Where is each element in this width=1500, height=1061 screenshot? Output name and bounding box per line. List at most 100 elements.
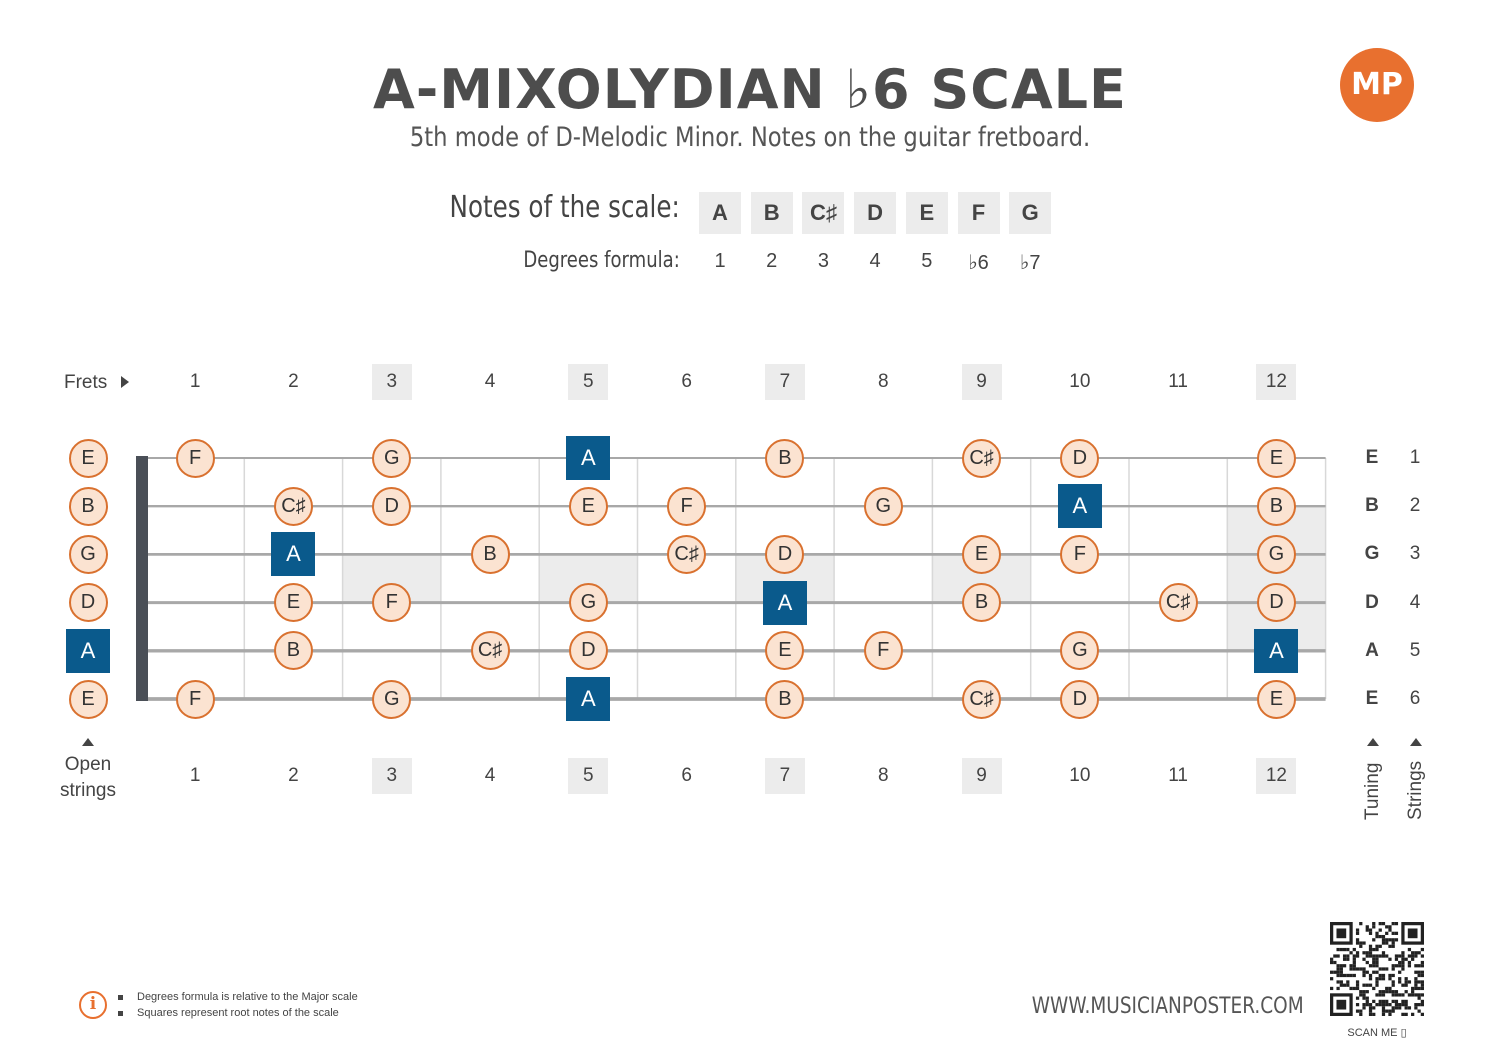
qr-module — [1372, 999, 1376, 1004]
qr-module — [1394, 938, 1399, 942]
qr-module — [1355, 1009, 1360, 1013]
qr-module — [1375, 944, 1379, 948]
qr-module — [1378, 944, 1382, 948]
fret-inlay — [1227, 506, 1326, 651]
string-number: 6 — [1409, 688, 1421, 709]
fret-number: 5 — [568, 364, 609, 400]
qr-module — [1355, 938, 1360, 942]
note-marker: B — [765, 679, 805, 719]
qr-module — [1349, 951, 1353, 955]
qr-module — [1339, 967, 1343, 971]
root-note-marker: A — [566, 436, 611, 480]
qr-code-icon[interactable] — [1330, 922, 1424, 1016]
qr-module — [1385, 990, 1389, 994]
strings-label: Strings — [1405, 760, 1426, 820]
qr-module — [1362, 983, 1366, 987]
tuning-label: Tuning — [1362, 762, 1383, 820]
tuning-note: E — [1365, 447, 1379, 468]
fret-number: 3 — [371, 364, 412, 400]
qr-module — [1355, 941, 1360, 945]
qr-module — [1336, 928, 1347, 939]
tuning-note: G — [1364, 543, 1380, 565]
qr-module — [1381, 990, 1386, 994]
qr-module — [1394, 931, 1399, 935]
root-note-marker: A — [1254, 628, 1299, 673]
qr-module — [1330, 986, 1334, 991]
qr-module — [1420, 983, 1424, 987]
qr-module — [1355, 951, 1360, 955]
qr-module — [1385, 999, 1389, 1004]
up-arrow-icon — [1410, 738, 1422, 746]
qr-module — [1420, 1012, 1424, 1016]
qr-module — [1381, 993, 1386, 997]
qr-module — [1388, 938, 1392, 942]
qr-module — [1391, 964, 1395, 968]
qr-module — [1401, 954, 1405, 958]
note-marker: D — [568, 631, 608, 671]
string-number: 5 — [1409, 639, 1421, 661]
scale-note-box: F — [957, 192, 1000, 234]
note-marker: D — [1060, 438, 1100, 478]
qr-module — [1385, 1009, 1389, 1013]
qr-module — [1365, 1003, 1369, 1007]
qr-module — [1355, 967, 1360, 971]
qr-module — [1365, 928, 1369, 932]
note-marker: E — [1256, 679, 1296, 719]
note-marker: B — [1256, 486, 1296, 526]
fret-number: 4 — [484, 371, 496, 392]
qr-module — [1349, 967, 1353, 971]
qr-module — [1336, 986, 1340, 991]
qr-module — [1365, 951, 1369, 955]
qr-module — [1365, 990, 1369, 994]
note-marker: E — [68, 438, 108, 478]
website-link[interactable]: WWW.MUSICIANPOSTER.COM — [1032, 994, 1304, 1019]
qr-module — [1417, 1003, 1421, 1007]
qr-module — [1378, 977, 1382, 981]
qr-module — [1362, 996, 1366, 1000]
qr-module — [1401, 964, 1405, 968]
open-strings-label: Open strings — [60, 754, 116, 801]
scan-me-text: SCAN ME — [1347, 1027, 1398, 1039]
qr-module — [1349, 964, 1353, 968]
qr-module — [1414, 993, 1418, 997]
qr-module — [1330, 970, 1334, 974]
scale-note-box: G — [1009, 192, 1052, 234]
qr-module — [1355, 980, 1360, 984]
qr-module — [1420, 964, 1424, 968]
qr-module — [1420, 973, 1424, 978]
qr-module — [1420, 954, 1424, 958]
qr-module — [1411, 993, 1415, 997]
fret-number: 5 — [568, 758, 609, 794]
note-marker: C♯ — [470, 631, 510, 671]
qr-module — [1330, 957, 1334, 961]
note-marker: G — [568, 583, 608, 623]
fret-number: 4 — [484, 765, 496, 786]
fret-number: 9 — [961, 758, 1002, 794]
qr-module — [1398, 993, 1402, 997]
qr-module — [1385, 967, 1389, 971]
qr-module — [1388, 986, 1392, 991]
qr-module — [1368, 944, 1373, 948]
qr-module — [1375, 957, 1379, 961]
qr-module — [1372, 1012, 1376, 1016]
note-marker: D — [765, 534, 805, 574]
qr-module — [1375, 983, 1379, 987]
qr-module — [1391, 938, 1395, 942]
fret-number: 6 — [681, 765, 692, 786]
qr-module — [1359, 922, 1363, 926]
note-marker: F — [863, 631, 903, 671]
note-marker: D — [1256, 583, 1296, 623]
qr-module — [1388, 973, 1392, 978]
qr-module — [1381, 999, 1386, 1004]
qr-module — [1342, 983, 1347, 987]
qr-module — [1417, 964, 1421, 968]
qr-module — [1368, 1012, 1373, 1016]
qr-module — [1420, 986, 1424, 991]
qr-module — [1381, 977, 1386, 981]
qr-module — [1381, 1012, 1386, 1016]
qr-module — [1388, 925, 1392, 929]
qr-module — [1368, 951, 1373, 955]
qr-module — [1417, 970, 1421, 974]
string-number: 4 — [1409, 591, 1421, 613]
note-marker: D — [68, 583, 108, 623]
